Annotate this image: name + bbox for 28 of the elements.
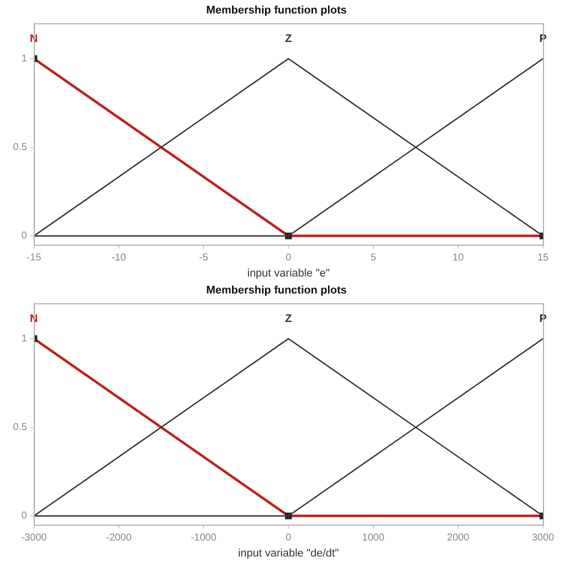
x-tick-label: 5 <box>370 252 377 264</box>
x-axis-title: input variable "de/dt" <box>238 547 339 560</box>
y-tick-label: 1 <box>21 333 28 344</box>
y-tick-label: 0.5 <box>12 422 28 434</box>
x-tick-label: 0 <box>286 532 292 544</box>
y-tick-label: 0 <box>21 510 28 522</box>
series-label: N <box>30 313 38 326</box>
x-tick-label: -2000 <box>106 532 132 544</box>
y-tick-label: 0.5 <box>12 142 28 154</box>
chart-title: Membership function plots <box>206 284 347 297</box>
x-tick-label: -5 <box>199 252 208 264</box>
x-tick-label: -3000 <box>21 532 48 544</box>
x-tick-label: 2000 <box>447 532 470 544</box>
x-tick-label: -15 <box>26 252 42 264</box>
x-tick-label: 0 <box>286 252 292 264</box>
series-label: N <box>30 33 38 46</box>
x-axis-title: input variable "e" <box>247 267 330 280</box>
x-tick-label: 10 <box>452 252 464 264</box>
x-tick-label: -1000 <box>190 532 217 544</box>
x-tick-label: -10 <box>112 252 126 264</box>
series-label: Z <box>285 33 292 46</box>
x-tick-label: 3000 <box>532 532 555 544</box>
x-tick-label: 15 <box>537 252 549 264</box>
y-tick-label: 0 <box>21 230 28 242</box>
x-tick-label: 1000 <box>362 532 385 544</box>
y-tick-label: 1 <box>21 53 28 64</box>
chart-title: Membership function plots <box>206 4 347 17</box>
series-label: Z <box>285 313 292 326</box>
